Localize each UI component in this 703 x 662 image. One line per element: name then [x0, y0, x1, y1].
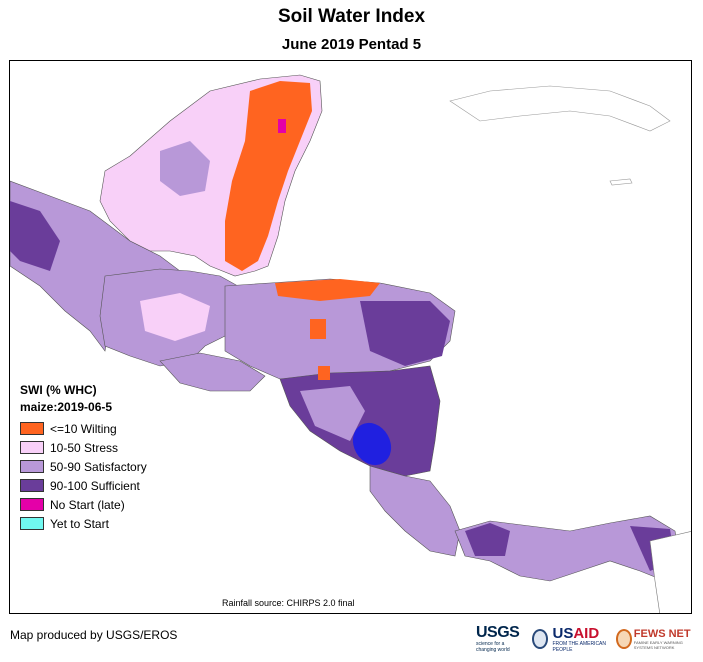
- legend-swatch: [20, 441, 44, 454]
- usaid-aid: AID: [573, 624, 600, 642]
- legend-item: No Start (late): [20, 495, 200, 514]
- map-legend: SWI (% WHC) maize:2019-06-5 <=10 Wilting…: [20, 382, 200, 533]
- legend-label: 10-50 Stress: [50, 440, 119, 455]
- usaid-tagline: FROM THE AMERICAN PEOPLE: [552, 640, 607, 653]
- usaid-seal-icon: [532, 629, 549, 649]
- legend-title: SWI (% WHC): [20, 383, 97, 397]
- nicaragua-wilting: [310, 319, 326, 339]
- yucatan-late-start: [278, 119, 286, 133]
- logo-strip: USGS science for a changing world USAID …: [476, 624, 703, 654]
- usgs-tagline: science for a changing world: [476, 641, 510, 653]
- legend-item: Yet to Start: [20, 514, 200, 533]
- legend-item: 10-50 Stress: [20, 438, 200, 457]
- usgs-wordmark: USGS: [476, 624, 520, 641]
- usgs-logo: USGS science for a changing world: [476, 624, 524, 654]
- fews-wordmark: FEWS NET: [633, 628, 691, 640]
- map-canvas: [10, 74, 691, 613]
- honduras-wilting-band: [275, 279, 380, 301]
- usaid-us: US: [552, 624, 574, 642]
- legend-label: 50-90 Satisfactory: [50, 459, 147, 474]
- legend-swatch: [20, 498, 44, 511]
- map-frame: [9, 60, 692, 614]
- legend-swatch: [20, 517, 44, 530]
- fews-logo: FEWS NET FAMINE EARLY WARNING SYSTEMS NE…: [634, 628, 703, 650]
- cayman-outline: [609, 178, 633, 186]
- lake-nicaragua: [352, 422, 392, 466]
- costa-rica-region: [369, 465, 461, 557]
- legend-item: 90-100 Sufficient: [20, 476, 200, 495]
- cuba-outline: [449, 85, 671, 132]
- yucatan-satisfactory-patch: [160, 141, 210, 196]
- legend-label: 90-100 Sufficient: [50, 478, 140, 493]
- panama-sufficient: [465, 523, 510, 556]
- nicaragua-wilting-2: [318, 366, 330, 380]
- fews-tagline: FAMINE EARLY WARNING SYSTEMS NETWORK: [633, 640, 683, 650]
- legend-item: 50-90 Satisfactory: [20, 457, 200, 476]
- yucatan-wilting-zone: [225, 81, 312, 271]
- map-title: Soil Water Index: [277, 6, 426, 27]
- legend-swatch: [20, 479, 44, 492]
- map-subtitle: June 2019 Pentad 5: [281, 36, 422, 53]
- el-salvador-region: [159, 352, 266, 392]
- legend-swatch: [20, 422, 44, 435]
- rainfall-source: Rainfall source: CHIRPS 2.0 final: [222, 598, 355, 608]
- legend-subtitle: maize:2019-06-5: [20, 400, 113, 414]
- guatemala-stress: [140, 293, 210, 341]
- legend-label: No Start (late): [50, 497, 125, 512]
- legend-swatch: [20, 460, 44, 473]
- colombia-fragment: [649, 531, 691, 613]
- legend-label: <=10 Wilting: [50, 421, 117, 436]
- fews-globe-icon: [615, 629, 632, 649]
- honduras-sufficient: [360, 301, 450, 366]
- chiapas-sufficient: [10, 201, 60, 271]
- usaid-logo: USAID FROM THE AMERICAN PEOPLE: [552, 626, 609, 653]
- legend-label: Yet to Start: [50, 516, 109, 531]
- map-credit: Map produced by USGS/EROS: [10, 628, 178, 642]
- nicaragua-satisfactory: [300, 386, 365, 441]
- legend-item: <=10 Wilting: [20, 419, 200, 438]
